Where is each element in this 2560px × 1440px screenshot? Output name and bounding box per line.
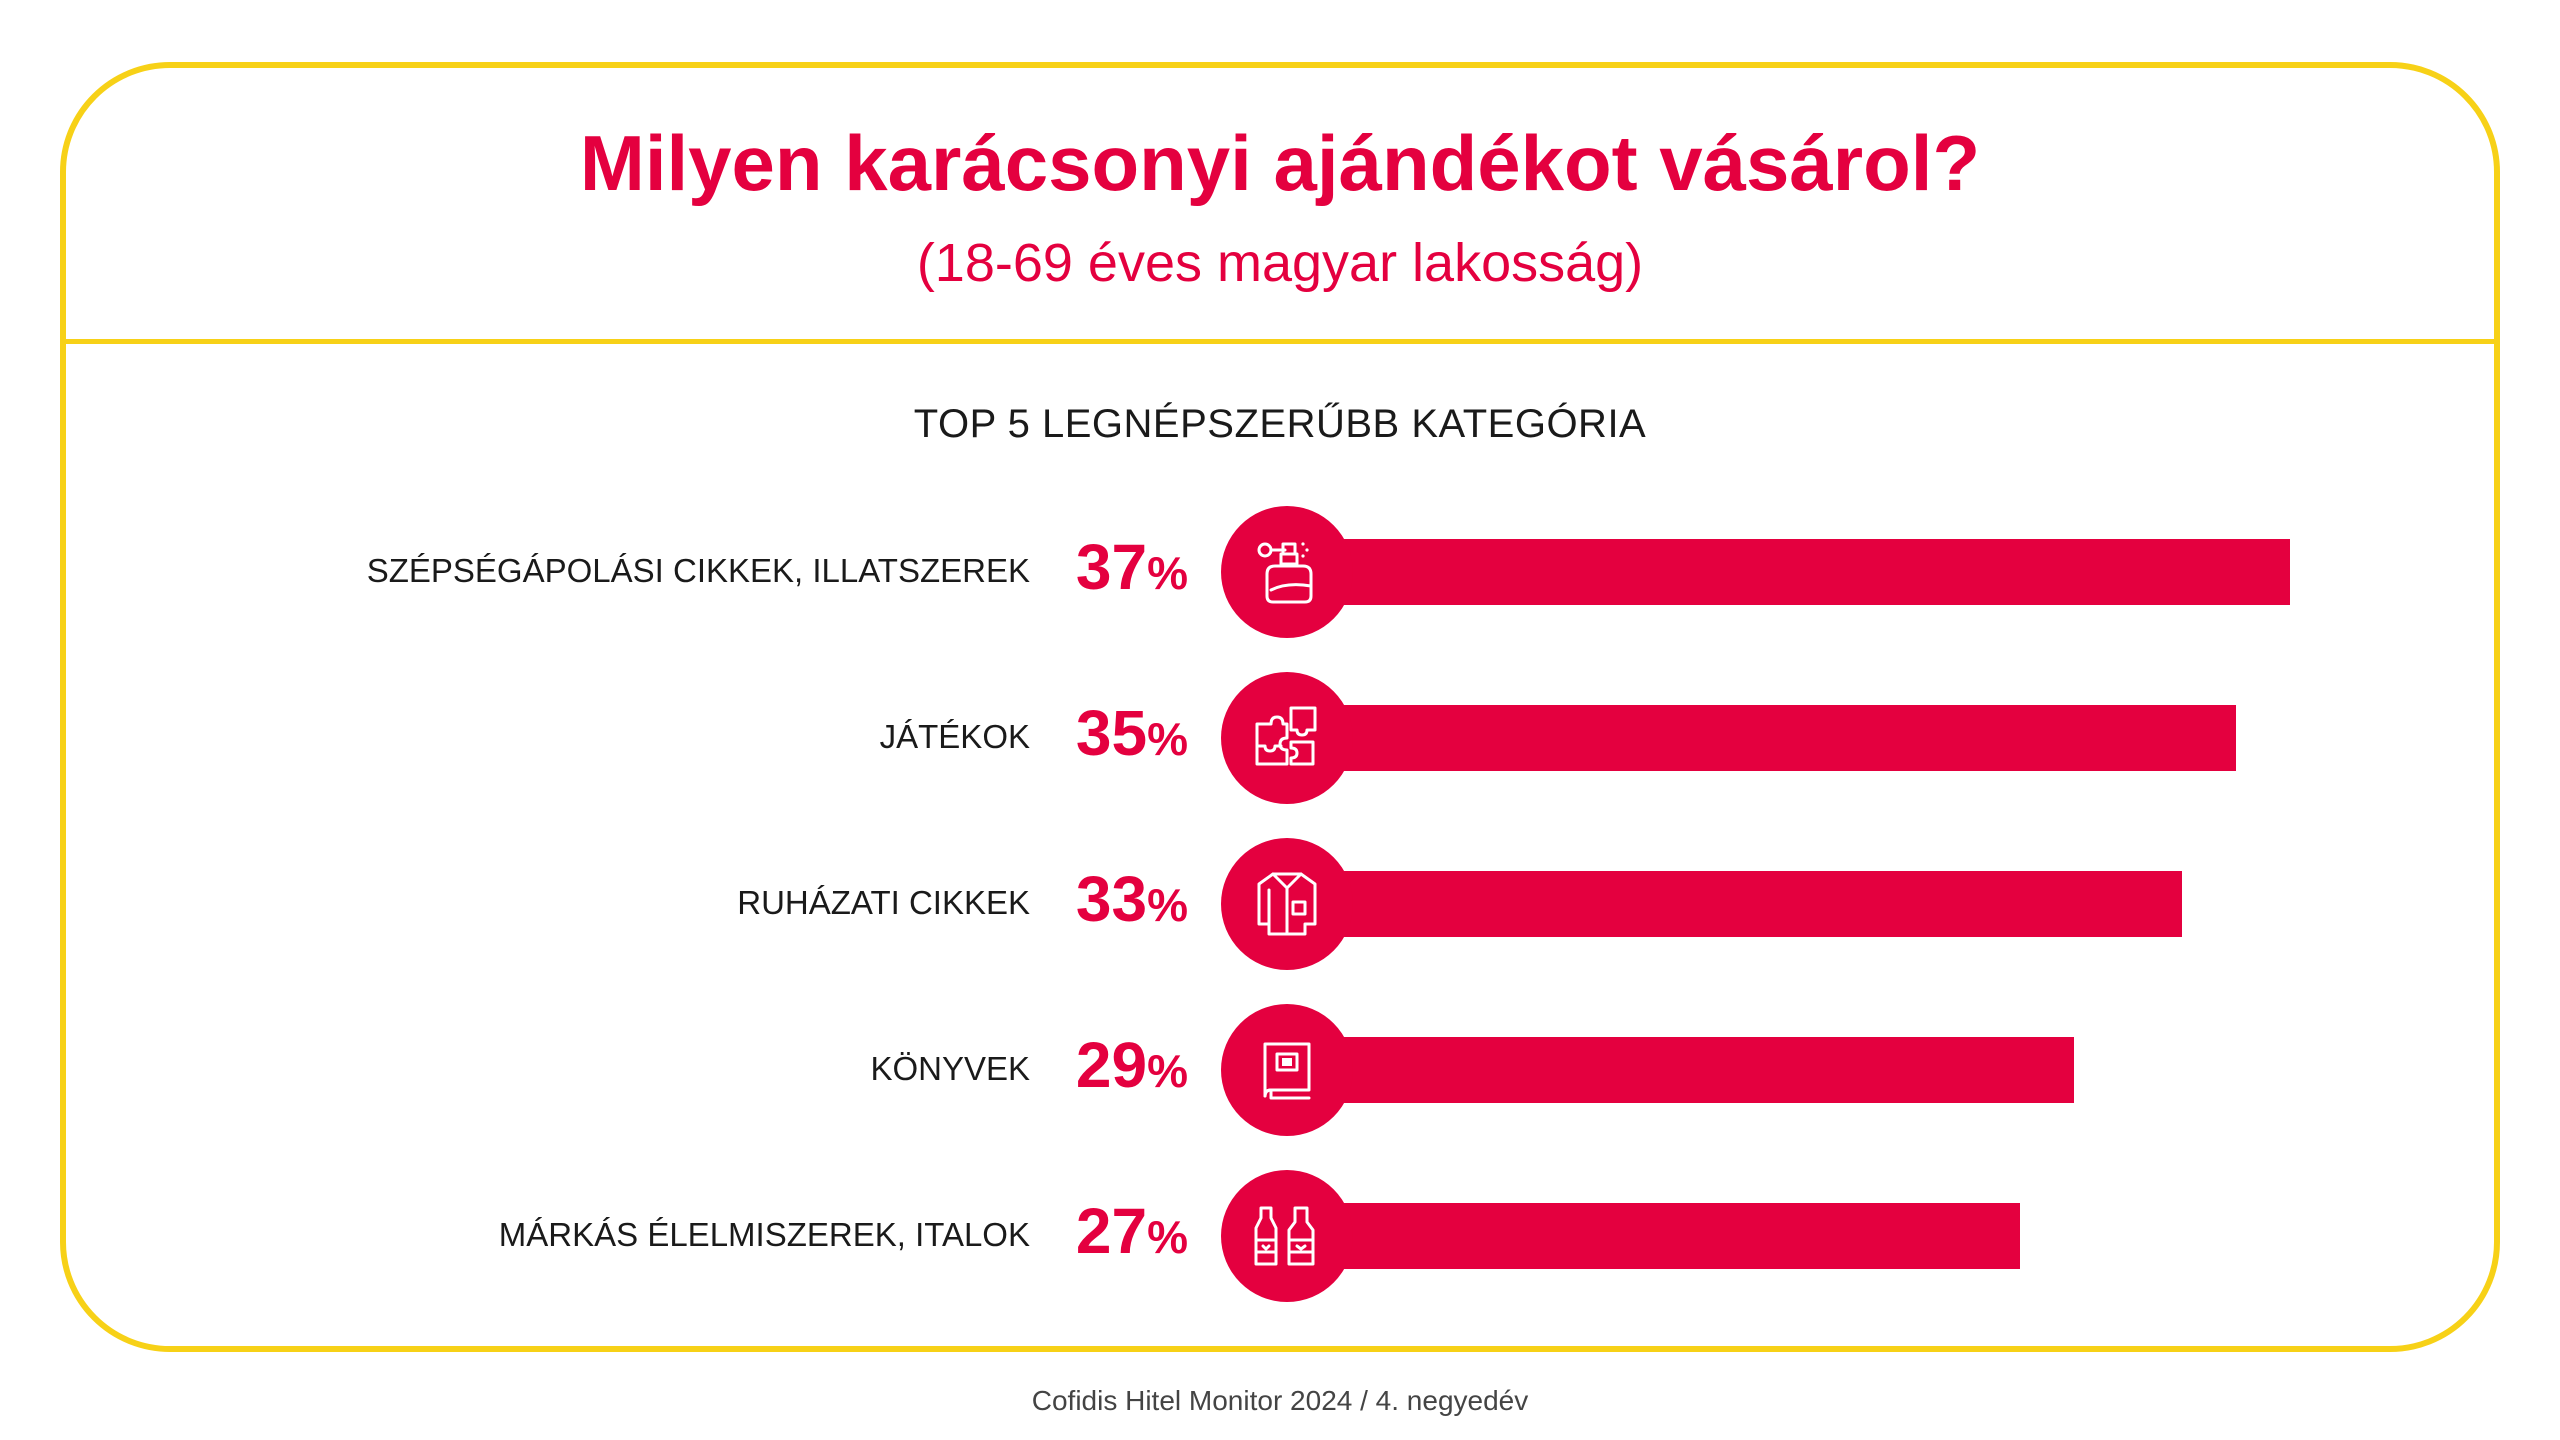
bar xyxy=(1290,705,2236,771)
category-label: KÖNYVEK xyxy=(870,1050,1030,1087)
bar-row: JÁTÉKOK 35% xyxy=(0,668,2560,808)
bar-row: RUHÁZATI CIKKEK 33% xyxy=(0,834,2560,974)
category-label: JÁTÉKOK xyxy=(879,718,1030,755)
percent-sign: % xyxy=(1147,1211,1188,1263)
source-note: Cofidis Hitel Monitor 2024 / 4. negyedév xyxy=(1031,1385,1529,1416)
shirt-icon xyxy=(1221,838,1353,970)
header-divider xyxy=(60,339,2500,344)
value-label: 29% xyxy=(1048,1028,1188,1102)
puzzle-icon xyxy=(1221,672,1353,804)
category-label: RUHÁZATI CIKKEK xyxy=(737,884,1030,921)
page-subtitle: (18-69 éves magyar lakosság) xyxy=(916,233,1644,293)
value-label: 37% xyxy=(1048,530,1188,604)
bar-row: SZÉPSÉGÁPOLÁSI CIKKEK, ILLATSZEREK 37% xyxy=(0,502,2560,642)
bar xyxy=(1290,1037,2074,1103)
value-number: 37 xyxy=(1075,531,1148,603)
category-label: MÁRKÁS ÉLELMISZEREK, ITALOK xyxy=(498,1216,1030,1253)
bar-row: MÁRKÁS ÉLELMISZEREK, ITALOK 27% xyxy=(0,1166,2560,1306)
page-title: Milyen karácsonyi ajándékot vásárol? xyxy=(579,119,1981,207)
percent-sign: % xyxy=(1147,713,1188,765)
value-number: 27 xyxy=(1075,1195,1148,1267)
book-icon xyxy=(1221,1004,1353,1136)
perfume-icon xyxy=(1221,506,1353,638)
value-number: 29 xyxy=(1075,1029,1148,1101)
bar xyxy=(1290,539,2290,605)
card-frame xyxy=(60,62,2500,1352)
percent-sign: % xyxy=(1147,1045,1188,1097)
bar xyxy=(1290,871,2182,937)
bottles-icon xyxy=(1221,1170,1353,1302)
percent-sign: % xyxy=(1147,547,1188,599)
value-number: 35 xyxy=(1075,697,1148,769)
section-title: TOP 5 LEGNÉPSZERŰBB KATEGÓRIA xyxy=(913,402,1647,446)
value-label: 33% xyxy=(1048,862,1188,936)
category-label: SZÉPSÉGÁPOLÁSI CIKKEK, ILLATSZEREK xyxy=(366,552,1030,589)
value-label: 35% xyxy=(1048,696,1188,770)
bar-row: KÖNYVEK 29% xyxy=(0,1000,2560,1140)
value-label: 27% xyxy=(1048,1194,1188,1268)
percent-sign: % xyxy=(1147,879,1188,931)
value-number: 33 xyxy=(1075,863,1148,935)
bar xyxy=(1290,1203,2020,1269)
